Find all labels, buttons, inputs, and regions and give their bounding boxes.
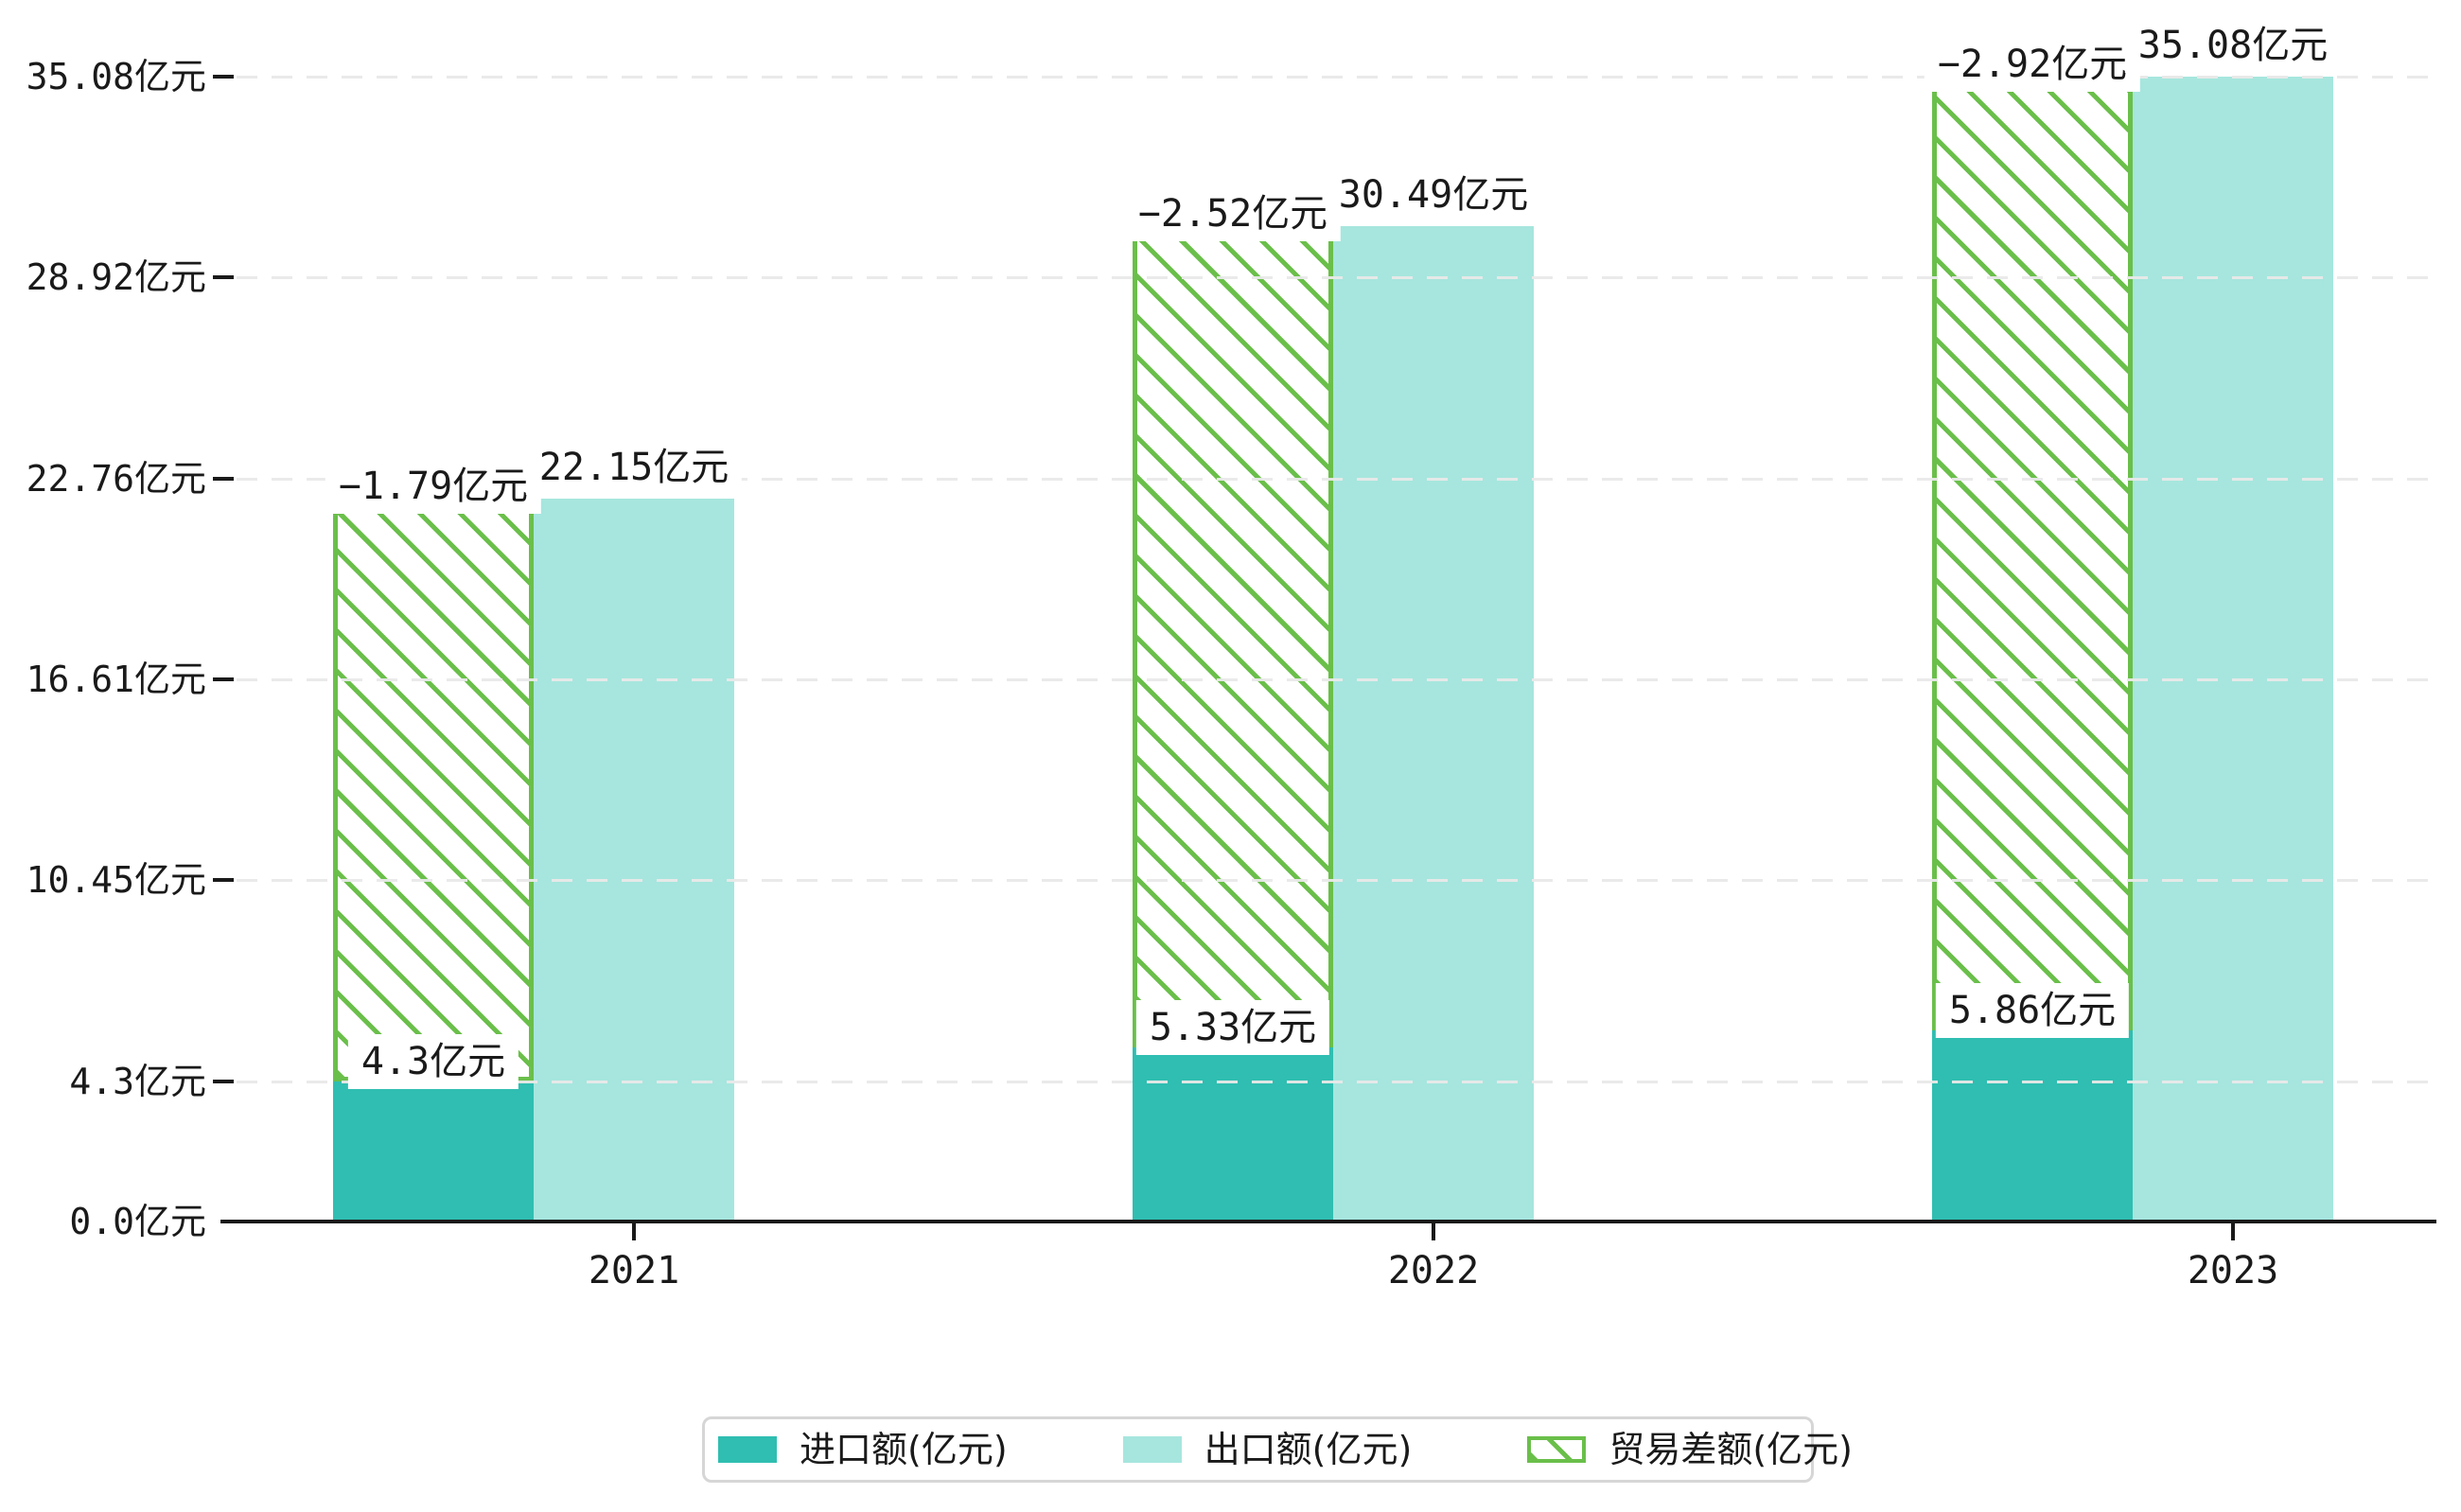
x-tick-label: 2022 xyxy=(1387,1249,1480,1292)
y-tick xyxy=(213,677,234,681)
legend-label-trade-diff: 贸易差额(亿元) xyxy=(1608,1429,1853,1470)
export-swatch-icon xyxy=(1122,1436,1182,1463)
gridline xyxy=(237,75,2436,79)
gridline xyxy=(237,879,2436,883)
export-bar-label: 35.08亿元 xyxy=(2124,17,2342,73)
x-axis-line xyxy=(220,1220,2436,1223)
trade-diff-swatch-icon xyxy=(1527,1436,1587,1463)
x-tick-label: 2021 xyxy=(588,1249,680,1292)
y-tick-label: 0.0亿元 xyxy=(69,1201,206,1242)
legend-item-trade-diff: 贸易差额(亿元) xyxy=(1527,1428,1853,1471)
legend-label-export: 出口额(亿元) xyxy=(1204,1429,1413,1470)
import-bar-label: 5.33亿元 xyxy=(1135,1000,1330,1056)
x-tick xyxy=(632,1223,636,1240)
gridline xyxy=(237,477,2436,481)
export-bar-label: 22.15亿元 xyxy=(525,439,743,495)
legend-item-import: 进口额(亿元) xyxy=(718,1428,1008,1471)
trade-diff-bar xyxy=(333,498,534,1081)
y-tick-label: 35.08亿元 xyxy=(26,55,206,97)
import-swatch-icon xyxy=(718,1436,777,1463)
export-bar xyxy=(1333,226,1534,1222)
export-bar-label: 30.49亿元 xyxy=(1325,167,1542,223)
import-bar xyxy=(1932,1029,2133,1222)
trade-diff-bar-label: −2.92亿元 xyxy=(1924,36,2141,92)
export-bar xyxy=(534,498,734,1222)
y-tick xyxy=(213,1079,234,1083)
export-bar xyxy=(2133,76,2333,1222)
trade-diff-bar-label: −2.52亿元 xyxy=(1124,186,1342,242)
y-tick xyxy=(213,275,234,280)
x-tick xyxy=(1432,1223,1435,1240)
legend-label-import: 进口额(亿元) xyxy=(800,1429,1008,1470)
y-tick-label: 16.61亿元 xyxy=(26,658,206,700)
legend-item-export: 出口额(亿元) xyxy=(1122,1428,1413,1471)
import-bar xyxy=(1133,1047,1333,1222)
y-tick-label: 22.76亿元 xyxy=(26,457,206,500)
x-tick xyxy=(2231,1223,2235,1240)
gridline xyxy=(237,276,2436,280)
y-tick-label: 10.45亿元 xyxy=(26,859,206,902)
y-tick-label: 28.92亿元 xyxy=(26,256,206,299)
y-tick xyxy=(213,878,234,883)
trade-diff-bar xyxy=(1932,76,2133,1030)
import-bar-label: 5.86亿元 xyxy=(1935,982,2130,1038)
gridline xyxy=(237,1080,2436,1083)
y-tick-label: 4.3亿元 xyxy=(69,1060,206,1102)
y-tick xyxy=(213,476,234,481)
y-tick xyxy=(213,74,234,79)
legend: 进口额(亿元) 出口额(亿元) 贸易差额(亿元) xyxy=(702,1416,1853,1483)
gridline xyxy=(237,677,2436,681)
x-tick-label: 2023 xyxy=(2187,1249,2279,1292)
import-bar xyxy=(333,1081,534,1222)
trade-diff-bar-label: −1.79亿元 xyxy=(325,458,542,514)
import-bar-label: 4.3亿元 xyxy=(347,1033,519,1089)
trade-diff-bar xyxy=(1133,226,1333,1048)
